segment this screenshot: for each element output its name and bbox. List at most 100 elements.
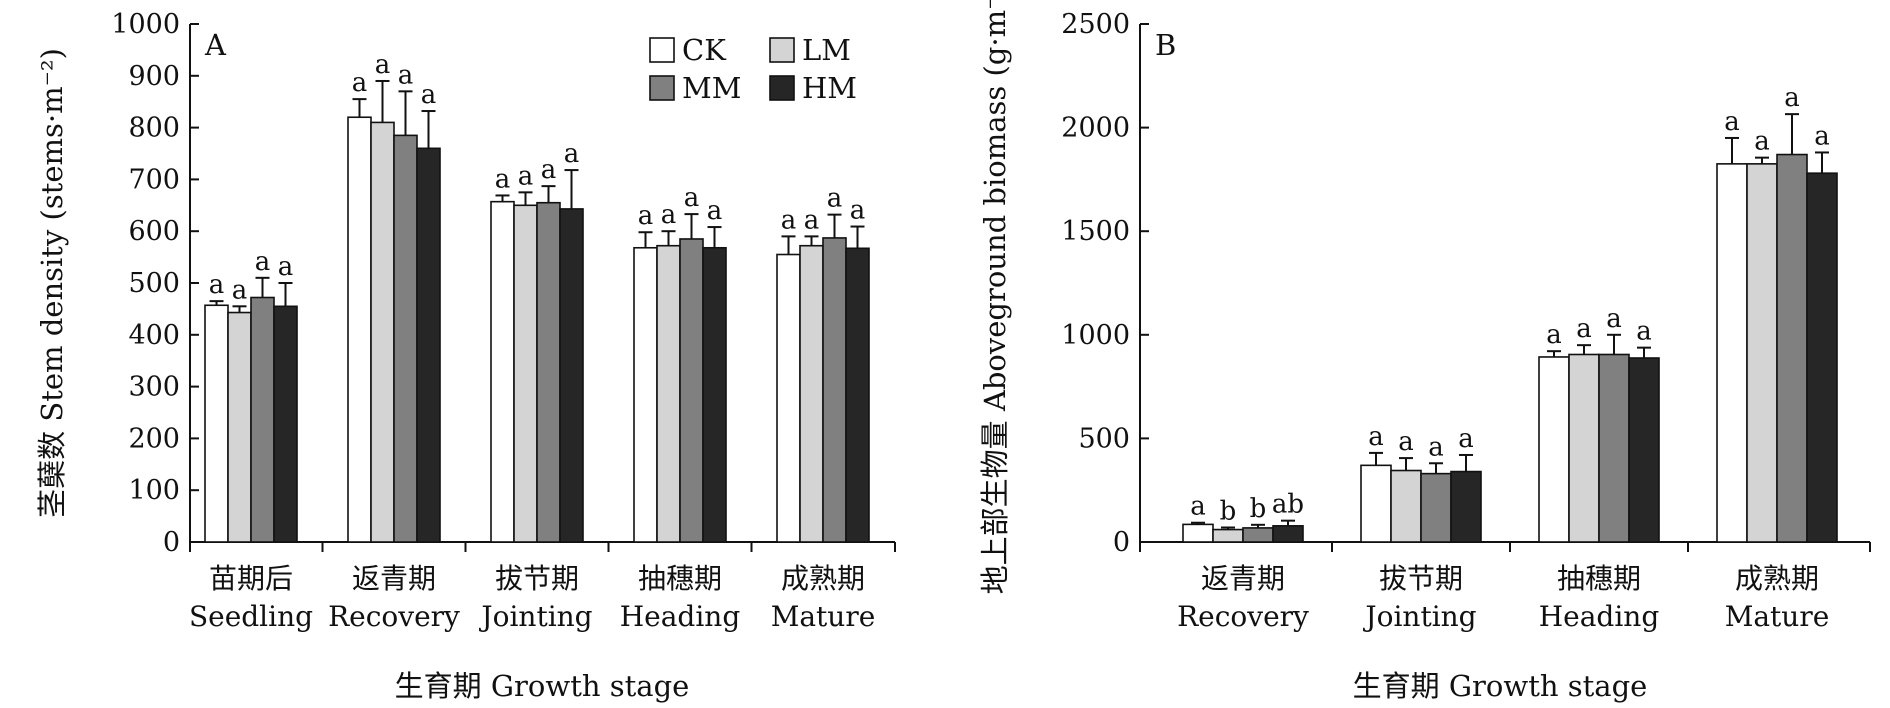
panel-a-category-label-en: Heading: [620, 600, 741, 633]
legend-label-hm: HM: [802, 71, 857, 105]
panel-a-category-label-en: Mature: [771, 600, 876, 633]
panel-a-category-label-cn: 拔节期: [495, 562, 579, 595]
panel-a-significance-letter: a: [209, 270, 225, 300]
panel-a-y-tick-label: 200: [128, 423, 180, 454]
panel-b-bar-mm: [1420, 472, 1452, 543]
panel-b-bar-ck: [1360, 464, 1392, 543]
panel-a-bar-lm: [227, 311, 252, 543]
panel-b-bar-lm: [1746, 163, 1778, 543]
panel-b-bar-lm: [1212, 528, 1244, 543]
panel-a-bar-ck: [347, 116, 372, 543]
panel-a-significance-letter: a: [850, 196, 866, 226]
panel-b-category-label-en: Heading: [1539, 600, 1660, 633]
panel-a-significance-letter: a: [421, 80, 437, 110]
panel-b-y-tick-label: 2000: [1061, 113, 1130, 144]
panel-b-category-label-cn: 返青期: [1201, 562, 1285, 595]
panel-a-bar-hm: [273, 305, 298, 543]
panel-a-category-label-cn: 苗期后: [209, 562, 293, 595]
panel-a-significance-letter: a: [684, 183, 700, 213]
legend-label-ck: CK: [682, 33, 727, 67]
panel-b-significance-letter: a: [1458, 424, 1474, 454]
panel-b-significance-letter: b: [1220, 496, 1237, 526]
panel-a-significance-letter: a: [375, 50, 391, 80]
panel-b-y-tick-label: 1000: [1061, 320, 1130, 351]
panel-b-significance-letter: a: [1784, 83, 1800, 113]
panel-a-significance-letter: a: [232, 275, 248, 305]
panel-b-significance-letter: a: [1368, 422, 1384, 452]
panel-b-category-label-en: Mature: [1725, 600, 1830, 633]
panel-b-significance-letter: ab: [1272, 490, 1304, 520]
panel-b-category-label-cn: 成熟期: [1735, 562, 1819, 595]
panel-a-bar-hm: [702, 246, 727, 543]
panel-b-bar-lm: [1568, 353, 1600, 543]
panel-b-y-tick-label: 500: [1078, 423, 1130, 454]
panel-a-y-tick-label: 0: [163, 527, 180, 558]
panel-b-significance-letter: a: [1546, 320, 1562, 350]
panel-a-y-tick-label: 600: [128, 216, 180, 247]
panel-a-significance-letter: a: [707, 196, 723, 226]
panel-b-bar-hm: [1272, 525, 1304, 543]
panel-a-bar-ck: [490, 200, 515, 543]
panel-a-significance-letter: a: [564, 139, 580, 169]
panel-b-category-label-cn: 拔节期: [1379, 562, 1463, 595]
panel-a-significance-letter: a: [781, 205, 797, 235]
panel-a-bar-lm: [370, 121, 395, 543]
panel-a-significance-letter: a: [541, 155, 557, 185]
panel-b-significance-letter: a: [1814, 121, 1830, 151]
panel-b-category-label-cn: 抽穗期: [1557, 562, 1641, 595]
panel-a-category-label-en: Recovery: [328, 600, 460, 633]
panel-b-significance-letter: a: [1754, 127, 1770, 157]
legend-swatch-ck: [649, 37, 675, 63]
panel-b-y-tick-label: 1500: [1061, 216, 1130, 247]
panel-b-category-label-en: Jointing: [1362, 600, 1476, 633]
panel-a-bar-mm: [536, 201, 561, 543]
panel-a-y-axis-title: 茎蘖数 Stem density (stems·m⁻²): [35, 48, 69, 518]
panel-a-bar-lm: [513, 204, 538, 543]
panel-a-y-tick-label: 900: [128, 61, 180, 92]
panel-b-bar-hm: [1450, 470, 1482, 543]
panel-a-category-label-cn: 成熟期: [781, 562, 865, 595]
panel-b-bar-hm: [1806, 172, 1838, 543]
panel-a-bar-lm: [799, 244, 824, 543]
panel-a-category-label-cn: 抽穗期: [638, 562, 722, 595]
panel-b-panel-letter: B: [1155, 28, 1176, 62]
panel-a-x-axis-title: 生育期 Growth stage: [395, 669, 690, 703]
panel-a-significance-letter: a: [352, 68, 368, 98]
panel-a-y-tick-label: 100: [128, 475, 180, 506]
panel-a-y-tick-label: 800: [128, 113, 180, 144]
panel-a-significance-letter: a: [278, 252, 294, 282]
panel-b-bar-mm: [1776, 153, 1808, 543]
panel-b-y-tick-label: 0: [1113, 527, 1130, 558]
legend-swatch-lm: [769, 37, 795, 63]
panel-a-bar-hm: [416, 147, 441, 543]
panel-b-y-axis-title: 地上部生物量 Aboveground biomass (g·m⁻²): [978, 0, 1012, 594]
panel-a-significance-letter: a: [398, 60, 414, 90]
panel-a-y-tick-label: 1000: [111, 9, 180, 40]
panel-a-bar-mm: [822, 237, 847, 543]
panel-a-category-label-cn: 返青期: [352, 562, 436, 595]
legend-label-lm: LM: [802, 33, 851, 67]
panel-a-bar-ck: [204, 304, 229, 543]
panel-a-significance-letter: a: [255, 247, 271, 277]
panel-a-bar-hm: [845, 247, 870, 543]
panel-a-significance-letter: a: [804, 205, 820, 235]
panel-a-bar-ck: [776, 253, 801, 543]
panel-b-bar-ck: [1538, 356, 1570, 543]
panel-a-category-label-en: Seedling: [189, 600, 313, 633]
panel-b-significance-letter: a: [1636, 317, 1652, 347]
panel-a-significance-letter: a: [827, 184, 843, 214]
panel-b-bar-lm: [1390, 469, 1422, 543]
legend-swatch-mm: [649, 75, 675, 101]
panel-b-bar-ck: [1182, 523, 1214, 543]
legend-label-mm: MM: [682, 71, 741, 105]
panel-b-bar-mm: [1242, 527, 1274, 543]
legend-swatch-hm: [769, 75, 795, 101]
panel-a-y-tick-label: 700: [128, 164, 180, 195]
panel-a-significance-letter: a: [661, 200, 677, 230]
panel-b-significance-letter: a: [1190, 492, 1206, 522]
panel-b-y-tick-label: 2500: [1061, 9, 1130, 40]
panel-b-significance-letter: b: [1250, 494, 1267, 524]
